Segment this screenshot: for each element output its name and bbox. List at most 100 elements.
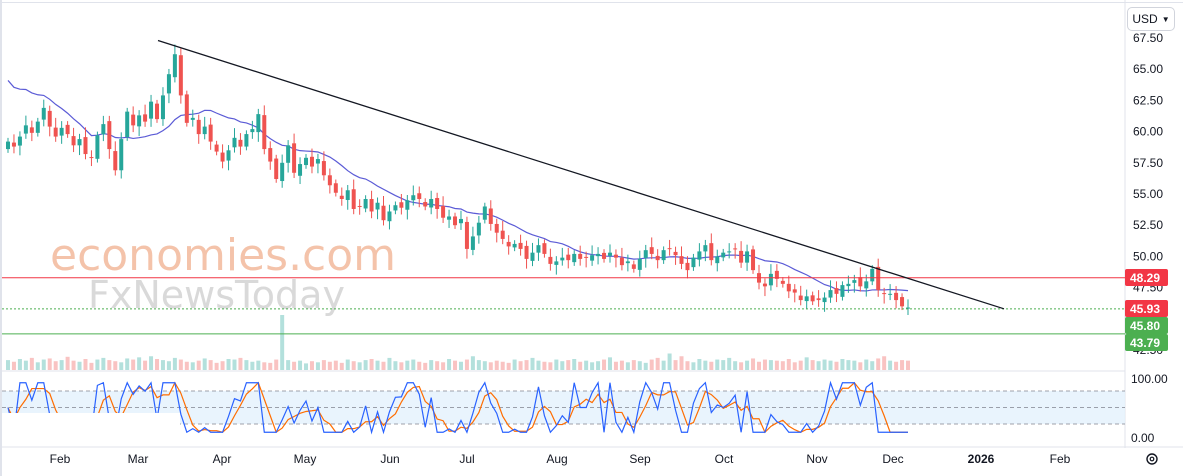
volume-bar — [286, 360, 291, 370]
volume-bar — [792, 362, 797, 370]
candle — [751, 245, 756, 274]
candle — [554, 256, 559, 275]
candle — [494, 218, 499, 243]
candle — [607, 244, 612, 263]
candle-body — [405, 200, 410, 210]
candle — [673, 246, 678, 265]
volume-bar — [375, 360, 380, 370]
candle-body — [727, 251, 732, 253]
y-tick-label: 67.50 — [1133, 31, 1163, 45]
candle-body — [613, 254, 618, 258]
watermark-economies: economies.com — [50, 230, 396, 281]
volume-bar — [756, 361, 761, 370]
volume-bar — [721, 360, 726, 370]
volume-bar — [685, 361, 690, 370]
candle-body — [822, 297, 827, 303]
candle — [828, 280, 833, 303]
candle-body — [190, 117, 195, 120]
volume-bar — [655, 357, 660, 370]
candle — [202, 116, 207, 140]
volume-bar — [679, 356, 684, 370]
candle — [292, 133, 297, 179]
volume-bar — [524, 360, 529, 370]
x-tick-label: Dec — [882, 452, 903, 466]
candle-body — [309, 156, 314, 167]
candle — [155, 99, 160, 123]
candle-body — [488, 208, 493, 224]
volume-bar — [572, 359, 577, 370]
candle — [810, 291, 815, 306]
volume-bar — [292, 361, 297, 370]
candle-body — [625, 261, 630, 264]
candle — [745, 244, 750, 271]
volume-bar — [894, 361, 899, 370]
volume-bar — [29, 357, 34, 370]
volume-bar — [101, 357, 106, 370]
candle-body — [631, 264, 636, 269]
candle — [900, 293, 905, 311]
candle-body — [458, 218, 463, 224]
volume-bar — [89, 362, 94, 370]
candle — [453, 212, 458, 229]
currency-dropdown[interactable]: USD ▼ — [1127, 7, 1175, 31]
candle — [625, 254, 630, 272]
candle-body — [733, 248, 738, 250]
candle — [137, 110, 142, 137]
volume-bar — [77, 361, 82, 370]
candle-body — [11, 142, 16, 147]
volume-bar — [870, 361, 875, 370]
candle — [184, 90, 189, 127]
settings-gear-icon[interactable] — [1146, 453, 1158, 465]
candle-body — [870, 268, 875, 282]
volume-bar — [399, 362, 404, 370]
volume-bar — [11, 361, 16, 370]
volume-bar — [304, 363, 309, 370]
candle-body — [602, 252, 607, 259]
volume-bar — [673, 360, 678, 370]
volume-bar — [715, 359, 720, 370]
candle — [83, 127, 88, 160]
candle-body — [53, 127, 58, 137]
volume-bar — [339, 362, 344, 370]
volume-bar — [41, 359, 46, 370]
volume-bar — [512, 359, 517, 370]
candle — [327, 168, 332, 194]
candle — [160, 87, 165, 126]
volume-bar — [172, 357, 177, 370]
candle — [894, 286, 899, 309]
candle — [548, 248, 553, 271]
candle-body — [351, 189, 356, 209]
x-tick-label: Oct — [715, 452, 734, 466]
volume-bar — [566, 360, 571, 370]
candle — [208, 117, 213, 150]
volume-bar — [423, 362, 428, 370]
volume-bar — [47, 358, 52, 370]
candle — [405, 194, 410, 220]
price-tag-label: 48.29 — [1130, 271, 1160, 285]
candle — [101, 115, 106, 142]
volume-bar — [166, 361, 171, 370]
volume-bar — [411, 359, 416, 370]
candle-body — [59, 127, 64, 136]
candle-body — [333, 183, 338, 193]
candle-body — [590, 255, 595, 261]
candle-body — [619, 257, 624, 266]
trendline — [157, 39, 1005, 310]
candle-body — [369, 198, 374, 212]
candle — [542, 239, 547, 258]
volume-bar — [584, 360, 589, 370]
candle — [321, 151, 326, 181]
candle — [411, 185, 416, 206]
candle — [458, 210, 463, 230]
candle — [53, 117, 58, 142]
candle-body — [280, 162, 285, 182]
candle-body — [804, 296, 809, 302]
candle-body — [506, 241, 511, 247]
candle — [584, 251, 589, 268]
candle-body — [703, 245, 708, 252]
candle-body — [810, 295, 815, 302]
candle-body — [518, 242, 523, 249]
candle-body — [596, 253, 601, 257]
